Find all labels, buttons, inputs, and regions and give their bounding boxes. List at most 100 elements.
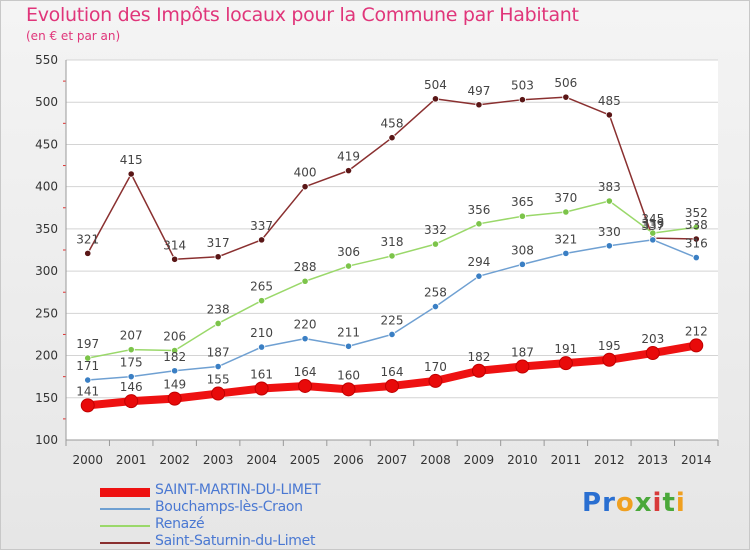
data-label: 141 (76, 384, 99, 398)
legend-label: Renazé (155, 516, 205, 532)
data-point (84, 354, 92, 362)
data-label: 506 (554, 76, 577, 90)
legend-label: Bouchamps-lès-Craon (155, 499, 303, 515)
data-label: 308 (511, 243, 534, 257)
chart-subtitle: (en € et par an) (26, 29, 121, 43)
data-label: 485 (598, 94, 621, 108)
data-label: 458 (381, 117, 404, 131)
y-tick-label: 450 (35, 137, 58, 151)
data-label: 383 (598, 180, 621, 194)
data-label: 400 (294, 166, 317, 180)
data-point (257, 236, 266, 244)
y-tick-label: 150 (35, 391, 58, 405)
data-point (649, 236, 657, 244)
x-tick-label: 2010 (507, 453, 538, 467)
logo-letter: P (582, 488, 603, 518)
y-tick-label: 350 (35, 222, 58, 236)
data-label: 306 (337, 245, 360, 259)
data-label: 161 (250, 367, 273, 381)
data-point (301, 277, 309, 285)
data-point (428, 373, 443, 388)
x-tick-label: 2007 (377, 453, 408, 467)
data-point (344, 342, 353, 350)
data-label: 352 (685, 206, 708, 220)
data-point (562, 208, 570, 216)
data-label: 419 (337, 150, 360, 164)
data-point (344, 262, 353, 270)
data-label: 332 (424, 223, 447, 237)
y-tick-label: 300 (35, 264, 58, 278)
data-point (692, 235, 700, 243)
data-point (254, 381, 269, 396)
data-label: 171 (76, 359, 99, 373)
x-tick-label: 2003 (203, 453, 234, 467)
plot-area (66, 60, 718, 440)
x-tick-label: 2009 (464, 453, 495, 467)
data-label: 356 (467, 203, 490, 217)
y-tick-label: 200 (35, 349, 58, 363)
legend-swatch (100, 508, 150, 510)
data-label: 265 (250, 280, 273, 294)
data-label: 206 (163, 329, 186, 343)
data-point (689, 338, 704, 353)
data-label: 170 (424, 360, 447, 374)
data-label: 238 (207, 302, 230, 316)
logo-letter: t (662, 488, 676, 518)
legend-swatch (100, 525, 150, 527)
data-point (385, 378, 399, 393)
data-point (602, 352, 617, 367)
y-tick-label: 100 (35, 433, 58, 447)
data-point (605, 197, 613, 205)
data-label: 330 (598, 225, 621, 239)
y-tick-label: 250 (35, 306, 58, 320)
data-label: 317 (207, 236, 230, 250)
data-label: 182 (163, 350, 186, 364)
data-point (257, 343, 266, 351)
x-tick-label: 2012 (594, 453, 625, 467)
data-point (214, 362, 222, 371)
data-point (518, 212, 527, 220)
data-point (171, 346, 179, 355)
data-label: 149 (163, 378, 186, 392)
x-tick-label: 2004 (246, 453, 277, 467)
data-label: 225 (381, 313, 404, 327)
data-point (214, 253, 222, 261)
data-label: 345 (641, 212, 664, 226)
data-label: 258 (424, 286, 447, 300)
chart-title: Evolution des Impôts locaux pour la Comm… (26, 4, 579, 26)
data-point (388, 134, 396, 142)
proxiti-logo: Proxiti (582, 488, 686, 518)
data-point (214, 319, 222, 328)
data-point (127, 170, 135, 178)
data-point (692, 254, 700, 262)
data-label: 210 (250, 326, 273, 340)
data-label: 321 (554, 232, 577, 246)
data-point (431, 95, 440, 103)
data-label: 288 (294, 260, 317, 274)
data-point (558, 356, 573, 371)
data-label: 182 (467, 350, 490, 364)
data-label: 316 (685, 237, 708, 251)
y-tick-label: 500 (35, 95, 58, 109)
data-label: 314 (163, 238, 186, 252)
data-point (298, 378, 313, 393)
data-point (431, 302, 440, 311)
data-label: 415 (120, 153, 143, 167)
data-point (605, 242, 613, 250)
data-point (301, 183, 309, 191)
data-point (471, 363, 486, 378)
data-point (475, 101, 483, 109)
x-tick-label: 2013 (638, 453, 669, 467)
x-tick-label: 2014 (681, 453, 712, 467)
logo-letter: o (615, 488, 635, 518)
data-point (388, 252, 396, 260)
data-point (388, 330, 396, 339)
legend-swatch (100, 542, 150, 544)
data-label: 195 (598, 339, 621, 353)
data-point (344, 167, 353, 175)
data-point (692, 223, 700, 231)
data-point (431, 240, 440, 248)
data-label: 164 (381, 365, 404, 379)
data-point (124, 394, 139, 409)
